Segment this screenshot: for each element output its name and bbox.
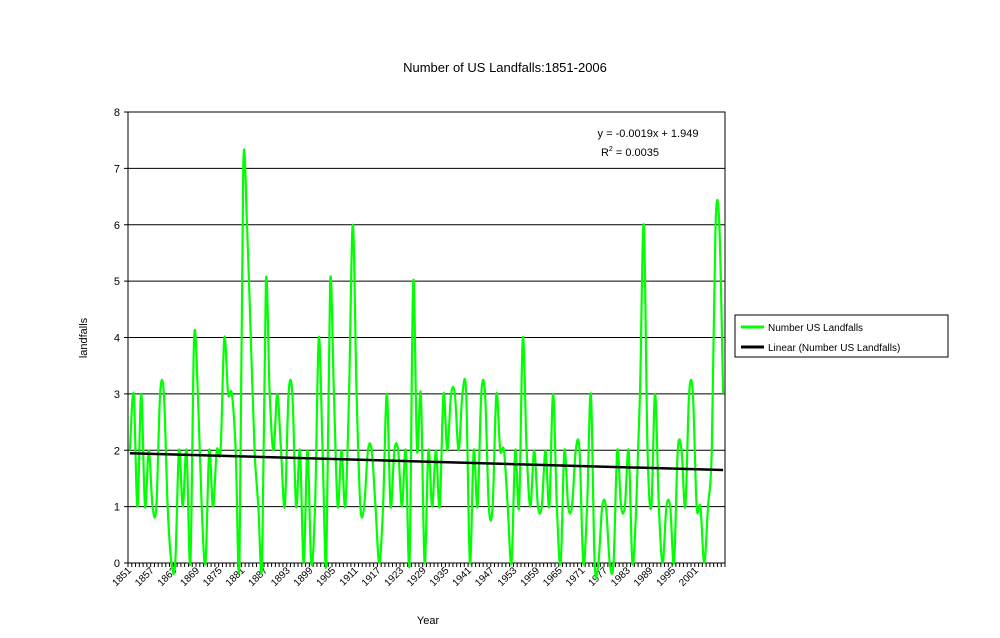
equation-text: y = -0.0019x + 1.949 <box>598 128 699 140</box>
y-tick-label: 7 <box>114 163 120 175</box>
x-tick-label: 1929 <box>405 565 429 589</box>
x-tick-label: 1923 <box>383 565 407 589</box>
x-tick-label: 2001 <box>677 565 701 589</box>
y-tick-label: 6 <box>114 220 120 232</box>
trendline-equation: y = -0.0019x + 1.949 R2 = 0.0035 <box>598 128 699 159</box>
x-tick-label: 1971 <box>564 565 588 589</box>
x-tick-label: 1881 <box>224 565 248 589</box>
x-tick-label: 1893 <box>269 565 293 589</box>
x-tick-label: 1917 <box>360 565 384 589</box>
legend: Number US Landfalls Linear (Number US La… <box>734 314 949 358</box>
r-squared-label: R <box>601 147 609 159</box>
x-tick-label: 1959 <box>519 565 543 589</box>
y-tick-label: 4 <box>114 333 120 345</box>
r-squared-value: = 0.0035 <box>613 147 659 159</box>
legend-box <box>734 314 949 358</box>
x-tick-label: 1935 <box>428 565 452 589</box>
x-tick-label: 1965 <box>541 565 565 589</box>
y-tick-label: 5 <box>114 276 120 288</box>
x-tick-label: 1887 <box>247 565 271 589</box>
y-tick-label: 1 <box>114 502 120 514</box>
x-axis-label: Year <box>417 615 440 627</box>
x-tick-label: 1953 <box>496 565 520 589</box>
series-line-linear-trend <box>129 451 724 472</box>
r-squared-superscript: 2 <box>609 146 613 153</box>
x-tick-label: 1947 <box>473 565 497 589</box>
x-tick-label: 1875 <box>201 565 225 589</box>
series-line-landfalls <box>128 148 725 579</box>
r-squared-text: R2 = 0.0035 <box>601 146 659 159</box>
chart-title: Number of US Landfalls:1851-2006 <box>403 60 607 75</box>
y-tick-label: 2 <box>114 445 120 457</box>
x-tick-label: 1989 <box>632 565 656 589</box>
x-tick-label: 1899 <box>292 565 316 589</box>
legend-label-linear: Linear (Number US Landfalls) <box>768 343 900 354</box>
x-tick-label: 1869 <box>179 565 203 589</box>
x-tick-label: 1863 <box>156 565 180 589</box>
legend-label-landfalls: Number US Landfalls <box>768 323 863 334</box>
x-tick-label: 1911 <box>338 565 361 588</box>
x-tick-label: 1941 <box>451 565 475 589</box>
y-tick-label: 0 <box>114 558 120 570</box>
x-tick-label: 1995 <box>655 565 679 589</box>
y-axis-label: landfalls <box>78 317 90 358</box>
y-tick-label: 3 <box>114 389 120 401</box>
x-tick-label: 1857 <box>133 565 157 589</box>
y-tick-label: 8 <box>114 107 120 119</box>
